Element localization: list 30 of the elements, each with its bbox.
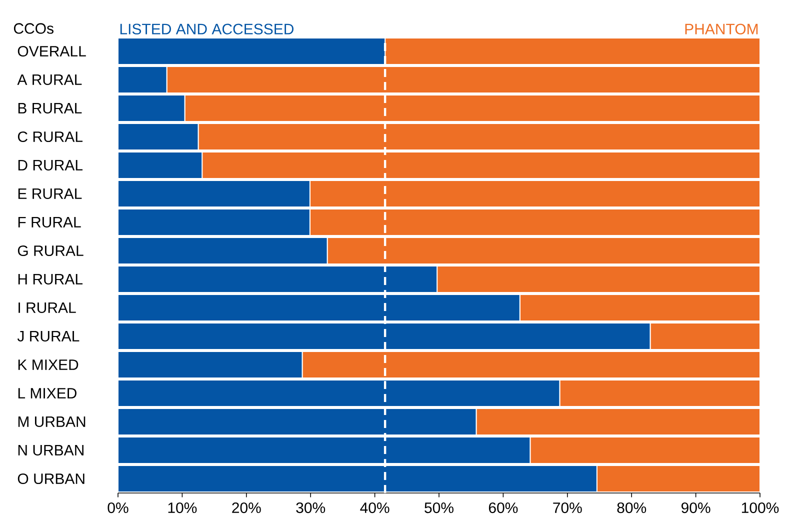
x-tick-label: 50%: [424, 502, 454, 514]
y-tick-label: N URBAN: [18, 445, 84, 456]
y-tick-label: L MIXED: [18, 388, 76, 398]
y-axis-title: CCOs: [14, 23, 54, 34]
series-label: PHANTOM: [685, 24, 758, 34]
x-tick-label: 80%: [617, 502, 646, 514]
y-tick-label: D RURAL: [18, 160, 83, 170]
y-tick-label: H RURAL: [18, 274, 83, 284]
y-tick-label: F RURAL: [18, 217, 81, 228]
x-tick-label: 0%: [108, 502, 128, 514]
x-tick-label: 40%: [360, 502, 390, 514]
y-tick-label: A RURAL: [17, 74, 82, 85]
y-tick-label: OVERALL: [18, 46, 86, 57]
x-tick-label: 90%: [682, 502, 710, 514]
series-label: LISTED AND ACCESSED: [120, 24, 294, 34]
y-tick-label: I RURAL: [18, 302, 76, 313]
y-tick-label: E RURAL: [18, 188, 82, 199]
x-tick-label: 30%: [296, 502, 326, 514]
y-tick-label: B RURAL: [18, 103, 82, 114]
y-tick-label: C RURAL: [18, 131, 83, 142]
x-tick-label: 100%: [742, 502, 779, 514]
x-tick-label: 10%: [168, 502, 197, 514]
y-tick-label: G RURAL: [18, 245, 84, 256]
x-tick-label: 60%: [488, 502, 518, 514]
y-tick-label: O URBAN: [18, 473, 84, 484]
y-tick-label: K MIXED: [18, 360, 78, 370]
x-tick-label: 70%: [553, 502, 582, 514]
x-tick-label: 20%: [232, 502, 261, 514]
y-tick-label: J RURAL: [17, 331, 80, 342]
y-tick-label: M URBAN: [18, 416, 86, 427]
